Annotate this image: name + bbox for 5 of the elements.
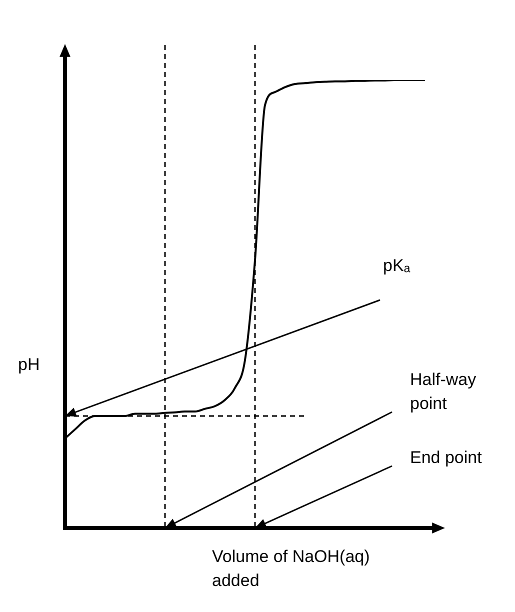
ref-line-label: pKₐ xyxy=(383,255,412,277)
annotation: Half-way point xyxy=(410,369,478,415)
annotation: End point xyxy=(410,447,483,469)
y-axis-title: pH xyxy=(18,355,40,375)
x-axis-title: Volume of NaOH(aq) added xyxy=(212,546,371,592)
